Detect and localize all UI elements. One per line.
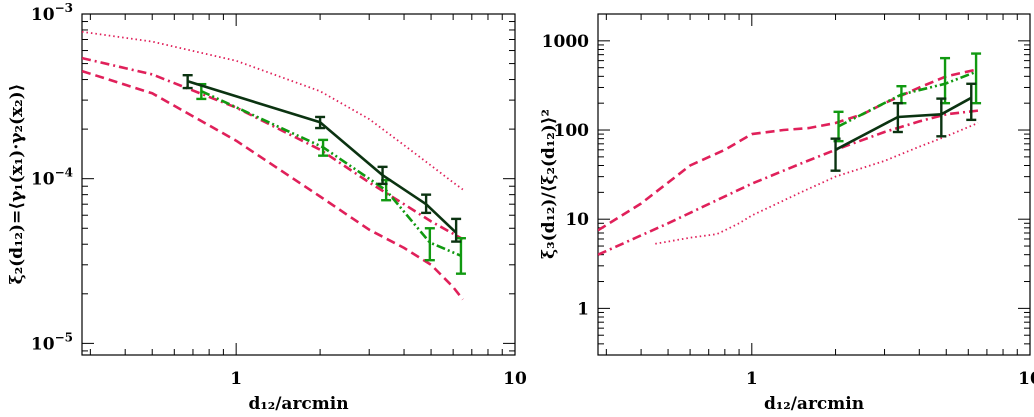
error-bar — [833, 110, 844, 143]
series-line-dashed — [598, 68, 979, 232]
series-line-dashdotdot — [200, 90, 462, 257]
error-bar — [892, 101, 903, 134]
x-tick-label: 10 — [503, 369, 527, 389]
series-line-dashed — [82, 69, 464, 301]
y-tick-label-exponent: −4 — [55, 166, 73, 180]
error-bar — [424, 227, 435, 262]
error-bar — [318, 138, 329, 157]
left-chart-panel: 1 1010−310−410−5d₁₂/arcminξ₂(d₁₂)=⟨γ₁(x₁)… — [7, 1, 527, 414]
error-bar — [936, 97, 947, 138]
y-tick-label-base: 10 — [31, 334, 55, 354]
series-line-dotted — [655, 122, 979, 245]
y-tick-label: 1 — [577, 299, 589, 319]
x-tick-label: 1 — [230, 369, 242, 389]
x-tick-label: 10 — [1018, 369, 1034, 389]
error-bar — [455, 237, 466, 275]
error-bar — [966, 82, 977, 122]
y-tick-label-exponent: −5 — [55, 330, 73, 344]
x-axis-title: d₁₂/arcmin — [764, 394, 864, 414]
y-tick-label-exponent: −3 — [55, 1, 73, 15]
error-bar — [377, 165, 388, 186]
y-tick-label: 100 — [554, 121, 590, 141]
x-tick-label: 1 — [746, 369, 758, 389]
plot-frame — [81, 13, 516, 356]
series-line-dashdot — [82, 56, 464, 241]
y-axis-title: ξ₂(d₁₂)=⟨γ₁(x₁)·γ₂(x₂)⟩ — [7, 84, 27, 285]
series-line-dashdot — [598, 109, 979, 256]
y-axis-title: ξ₃(d₁₂)/⟨ξ₂(d₁₂)⟩² — [539, 109, 559, 259]
plot-frame — [597, 13, 1031, 356]
error-bar — [451, 217, 462, 243]
y-tick-label: 10 — [565, 210, 589, 230]
y-tick-label: 10−3 — [31, 1, 73, 25]
plot-area — [82, 30, 466, 301]
plot-area — [598, 52, 982, 256]
series-line-solid — [834, 96, 972, 151]
error-bar — [315, 115, 326, 130]
y-tick-label: 10−5 — [31, 330, 73, 354]
series-line-dotted — [82, 30, 464, 191]
error-bar — [940, 56, 951, 105]
error-bar — [830, 137, 841, 172]
error-bar — [182, 73, 193, 90]
x-axis-title: d₁₂/arcmin — [248, 394, 348, 414]
error-bar — [971, 52, 982, 105]
y-tick-label-base: 10 — [31, 5, 55, 25]
error-bar — [421, 193, 432, 215]
y-tick-label: 10−4 — [31, 166, 73, 190]
right-chart-panel: 1 10 1 10 100 1000 d₁₂/arcmin ξ₃(d₁₂)/⟨ξ₂(d₁₂)⟩… — [539, 13, 1034, 414]
y-tick-label-base: 10 — [31, 170, 55, 190]
y-tick-label: 1000 — [542, 32, 589, 52]
series-line-dashdotdot — [837, 70, 977, 128]
